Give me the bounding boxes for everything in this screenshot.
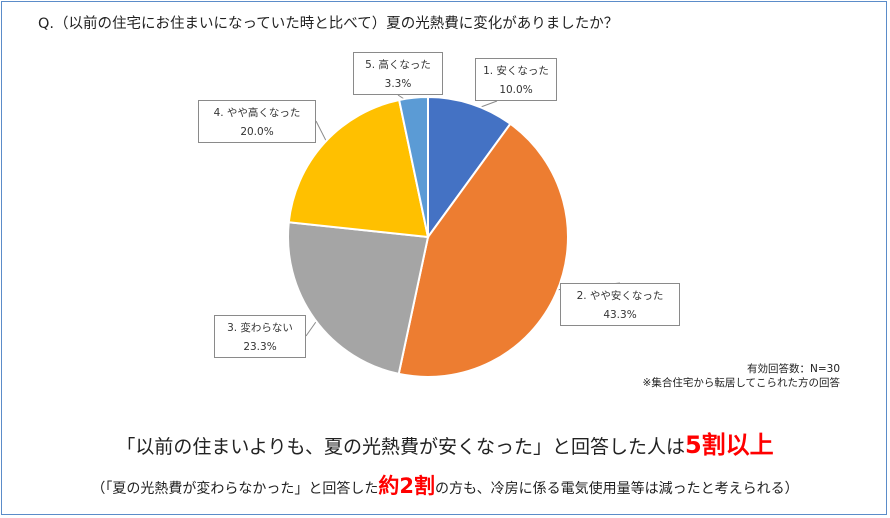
slice-label-5-value: 3.3% — [384, 78, 412, 90]
slice-label-2-value: 43.3% — [603, 309, 637, 321]
sample-size-note: 有効回答数：N=30 — [746, 363, 840, 375]
supplementary-text-before: （「夏の光熱費が変わらなかった」と回答した — [91, 481, 379, 497]
slice-label-4-category: 4. やや高くなった — [213, 107, 301, 119]
supplementary-highlight: 約2割 — [378, 474, 436, 498]
slice-label-1-category: 1. 安くなった — [483, 65, 549, 77]
slice-label-4-value: 20.0% — [240, 126, 274, 138]
supplementary-line: （「夏の光熱費が変わらなかった」と回答した約2割の方も、冷房に係る電気使用量等は… — [0, 470, 890, 500]
slice-label-3-value: 23.3% — [243, 341, 277, 353]
question-title: Q.（以前の住宅にお住まいになっていた時と比べて）夏の光熱費に変化がありましたか… — [38, 16, 619, 32]
slice-label-4: 4. やや高くなった 20.0% — [198, 100, 316, 143]
conclusion-highlight: 5割以上 — [684, 431, 774, 459]
pie-slices — [287, 95, 569, 378]
conclusion-line: 「以前の住まいよりも、夏の光熱費が安くなった」と回答した人は5割以上 — [0, 425, 890, 460]
slice-label-2-category: 2. やや安くなった — [576, 290, 664, 302]
slice-label-1-value: 10.0% — [499, 84, 533, 96]
pie-slice-1 — [427, 95, 512, 241]
pie-slice-3 — [287, 221, 430, 376]
conclusion-text: 「以前の住まいよりも、夏の光熱費が安くなった」と回答した人は — [116, 436, 685, 458]
pie-slice-4 — [287, 98, 430, 239]
respondent-footnote: ※集合住宅から転居してこられた方の回答 — [642, 377, 840, 389]
slice-label-1: 1. 安くなった 10.0% — [475, 58, 557, 101]
slice-label-5: 5. 高くなった 3.3% — [353, 52, 443, 95]
slice-label-3: 3. 変わらない 23.3% — [214, 315, 306, 358]
pie-slice-2 — [397, 122, 569, 378]
slice-label-3-category: 3. 変わらない — [227, 322, 293, 334]
slice-label-5-category: 5. 高くなった — [365, 59, 431, 71]
supplementary-text-after: の方も、冷房に係る電気使用量等は減ったと考えられる） — [435, 481, 799, 497]
pie-slice-5 — [397, 95, 429, 238]
chart-notes: 有効回答数：N=30 ※集合住宅から転居してこられた方の回答 — [643, 362, 840, 390]
slice-label-2: 2. やや安くなった 43.3% — [560, 283, 680, 326]
